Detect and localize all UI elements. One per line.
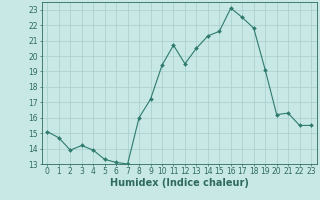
X-axis label: Humidex (Indice chaleur): Humidex (Indice chaleur) — [110, 178, 249, 188]
